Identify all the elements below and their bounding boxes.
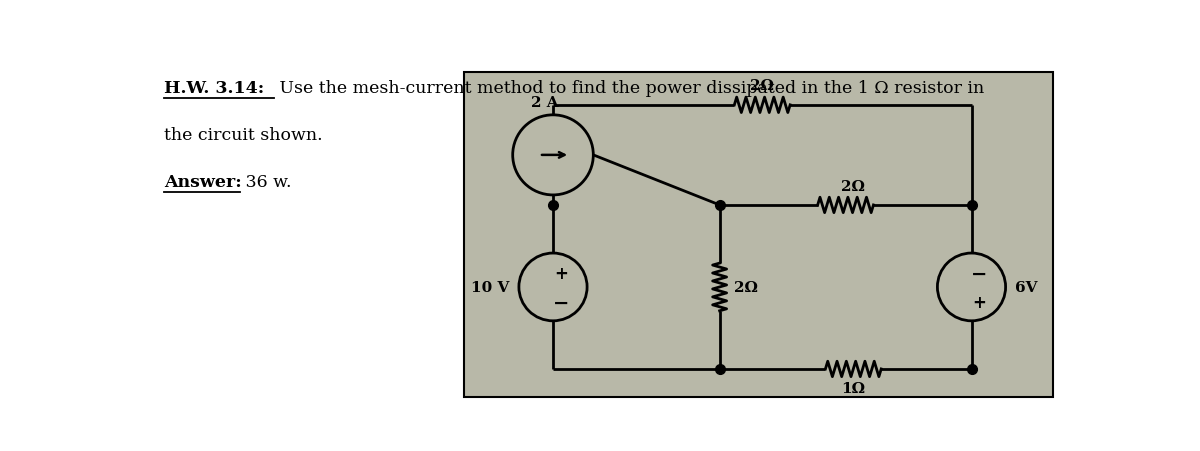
Text: H.W. 3.14:: H.W. 3.14: [164,80,264,97]
Bar [464,73,1052,397]
Text: +: + [554,264,568,282]
Text: Answer:: Answer: [164,174,241,191]
Text: 10 V: 10 V [472,281,510,295]
Text: 2Ω: 2Ω [750,78,774,92]
Text: 2 A: 2 A [532,96,559,110]
Text: −: − [971,264,988,283]
Text: 2Ω: 2Ω [841,179,865,193]
Text: 36 w.: 36 w. [240,174,292,191]
Text: −: − [552,293,569,312]
Text: 6V: 6V [1015,281,1037,295]
Text: +: + [972,294,986,312]
Text: the circuit shown.: the circuit shown. [164,126,323,143]
Text: Use the mesh-current method to find the power dissipated in the 1 Ω resistor in: Use the mesh-current method to find the … [274,80,984,97]
Text: 1Ω: 1Ω [841,382,865,396]
Text: 2Ω: 2Ω [733,281,757,295]
